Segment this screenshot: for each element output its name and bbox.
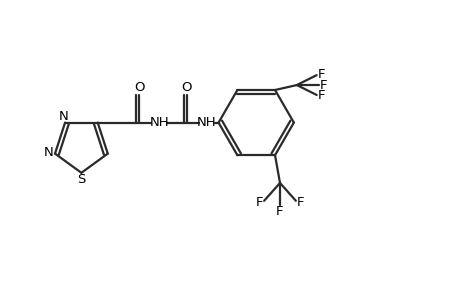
Text: F: F — [317, 68, 325, 81]
Text: F: F — [255, 196, 263, 209]
Text: F: F — [276, 205, 283, 218]
Text: F: F — [297, 196, 304, 209]
Text: F: F — [317, 89, 325, 102]
Text: N: N — [44, 146, 54, 159]
Text: S: S — [77, 173, 85, 186]
Text: N: N — [59, 110, 69, 123]
Text: O: O — [181, 81, 192, 94]
Text: NH: NH — [196, 116, 216, 129]
Text: F: F — [319, 79, 327, 92]
Text: NH: NH — [149, 116, 168, 129]
Text: O: O — [134, 81, 144, 94]
